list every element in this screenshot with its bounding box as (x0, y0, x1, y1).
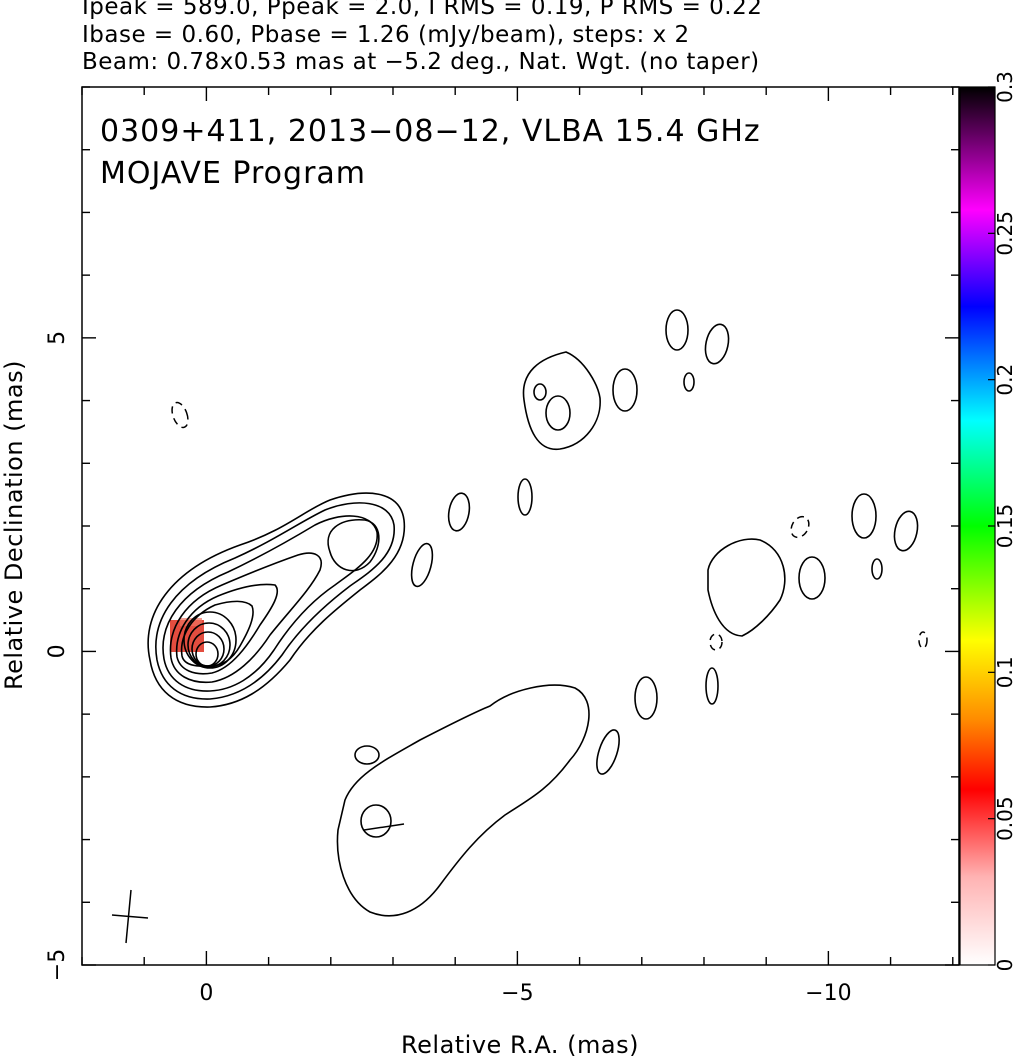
contour-map (147, 309, 919, 917)
contour-negative (790, 515, 810, 539)
x-axis-title: Relative R.A. (mas) (401, 1031, 639, 1059)
contour-blob (517, 478, 533, 516)
contour-core-8 (187, 622, 231, 668)
contour-core-1 (147, 492, 406, 708)
axis-ticks: 0 −5 −10 −5 0 5 (45, 86, 959, 1006)
contour-core-7 (183, 611, 237, 669)
contour-core-10 (195, 641, 219, 667)
contour-negative (709, 633, 723, 651)
contour-knot-inner (327, 519, 380, 572)
contour-core-5 (175, 583, 279, 675)
colorbar-tick-label: 0.15 (993, 504, 1017, 549)
x-tick-label: −5 (501, 981, 533, 1006)
contour-lower-extended (336, 684, 590, 917)
contour-lower-knot (360, 804, 392, 838)
contour-upper-knot (522, 351, 601, 450)
colorbar-tick-label: 0 (993, 959, 1017, 972)
beam-cross (111, 889, 149, 944)
contour-blob (798, 556, 826, 600)
contour-upper-knot-inner (545, 395, 571, 431)
contour-blob (683, 372, 695, 392)
contour-core-4 (169, 552, 322, 684)
contour-upper-knot-inner2 (533, 383, 547, 401)
contour-core-3 (162, 515, 378, 692)
contour-right-region (707, 538, 786, 637)
colorbar-tick-label: 0.2 (993, 364, 1017, 396)
contour-negative (918, 631, 928, 649)
x-tick-label: 0 (199, 981, 213, 1006)
contour-blob (410, 542, 434, 588)
colorbar-tick-label: 0.05 (993, 796, 1017, 841)
contour-blob (665, 309, 689, 351)
x-tick-label: −10 (805, 981, 851, 1006)
colorbar-tick-label: 0.1 (993, 656, 1017, 688)
polarization-vector (363, 823, 405, 831)
contour-blob (871, 558, 883, 580)
colorbar-ticks: 0 0.05 0.1 0.15 0.2 0.25 0.3 (988, 71, 1017, 971)
contour-blob (596, 729, 620, 775)
y-tick-label: 0 (45, 644, 70, 658)
plot-frame (81, 86, 960, 966)
plot-title-line-2: MOJAVE Program (100, 156, 366, 191)
contour-blob (634, 676, 658, 720)
contour-blob (447, 492, 471, 532)
header-line-1: Ipeak = 589.0, Ppeak = 2.0, I RMS = 0.19… (82, 0, 763, 20)
contour-blob (705, 667, 719, 705)
colorbar-tick-label: 0.3 (993, 71, 1017, 103)
colorbar-tick-label: 0.25 (993, 211, 1017, 256)
contour-blob (893, 510, 919, 552)
header-line-3: Beam: 0.78x0.53 mas at −5.2 deg., Nat. W… (82, 49, 760, 75)
contour-blob (704, 323, 730, 365)
contour-blob (612, 368, 638, 412)
negative-contours (171, 401, 928, 651)
y-axis-title: Relative Declination (mas) (0, 360, 28, 690)
contour-core-2 (155, 502, 395, 700)
contour-negative (171, 401, 189, 429)
header-line-2: Ibase = 0.60, Pbase = 1.26 (mJy/beam), s… (82, 22, 690, 48)
y-tick-label: −5 (45, 949, 70, 981)
contour-lower-blob (354, 745, 380, 765)
contour-blob (851, 493, 877, 539)
y-tick-label: 5 (45, 331, 70, 345)
plot-title-line-1: 0309+411, 2013−08−12, VLBA 15.4 GHz (100, 114, 761, 149)
